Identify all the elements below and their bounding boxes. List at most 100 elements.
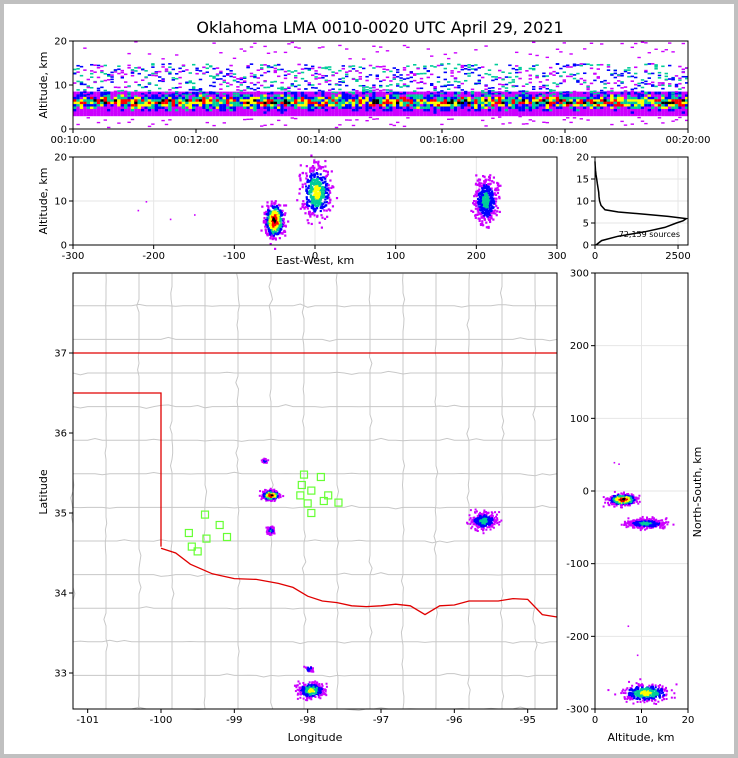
density-cell — [542, 94, 546, 97]
density-cell — [168, 71, 172, 74]
density-cell — [399, 113, 403, 117]
density-cell — [226, 98, 230, 102]
density-cell — [287, 86, 291, 89]
density-cell — [273, 214, 276, 217]
density-cell — [195, 103, 199, 107]
density-cell — [617, 94, 621, 97]
density-cell — [440, 123, 444, 126]
density-cell — [164, 96, 169, 100]
density-cell — [267, 212, 270, 216]
density-cell — [419, 98, 424, 102]
density-cell — [284, 212, 287, 215]
density-cell — [623, 86, 628, 88]
density-cell — [668, 101, 672, 105]
density-cell — [440, 63, 444, 65]
density-cell — [685, 77, 689, 80]
density-cell — [406, 103, 410, 107]
density-cell — [164, 108, 169, 112]
density-cell — [474, 207, 477, 210]
density-cell — [266, 201, 269, 204]
density-cell — [491, 512, 494, 515]
density-cell — [137, 103, 141, 107]
density-cell — [327, 187, 330, 190]
density-cell — [375, 91, 379, 95]
density-cell — [681, 110, 685, 114]
density-cell — [460, 110, 464, 114]
density-cell — [610, 101, 614, 105]
density-cell — [508, 106, 512, 109]
density-cell — [549, 90, 553, 93]
density-cell — [657, 71, 662, 74]
density-cell — [528, 78, 532, 80]
density-cell — [479, 222, 483, 226]
density-cell — [294, 85, 298, 88]
density-cell — [640, 106, 645, 109]
density-cell — [321, 90, 325, 93]
density-cell — [215, 110, 220, 114]
density-cell — [256, 94, 260, 97]
density-cell — [243, 106, 247, 109]
density-cell — [267, 211, 270, 214]
density-cell — [562, 108, 566, 112]
density-cell — [307, 187, 310, 190]
density-cell — [538, 108, 543, 112]
density-cell — [226, 106, 230, 109]
density-cell — [260, 64, 264, 66]
density-cell — [297, 108, 301, 112]
density-cell — [485, 221, 488, 224]
density-cell — [215, 108, 220, 112]
density-cell — [273, 70, 277, 72]
density-cell — [345, 119, 349, 121]
density-cell — [478, 181, 481, 184]
density-cell — [490, 187, 493, 190]
density-cell — [484, 519, 487, 522]
density-cell — [219, 72, 223, 74]
density-cell — [681, 103, 685, 107]
density-cell — [485, 197, 488, 200]
density-cell — [600, 89, 604, 92]
density-cell — [600, 43, 604, 45]
density-cell — [219, 110, 223, 114]
density-cell — [681, 101, 685, 105]
density-cell — [348, 106, 352, 109]
density-cell — [426, 92, 430, 95]
density-cell — [482, 532, 485, 535]
density-cell — [482, 529, 485, 532]
density-cell — [311, 174, 314, 177]
density-cell — [315, 197, 318, 200]
county-line — [368, 273, 373, 709]
density-cell — [535, 106, 539, 109]
density-cell — [265, 213, 268, 216]
density-cell — [385, 98, 390, 102]
density-cell — [484, 85, 488, 87]
density-cell — [239, 98, 243, 102]
density-cell — [265, 233, 269, 236]
density-cell — [488, 194, 491, 197]
density-cell — [271, 231, 275, 234]
density-cell — [657, 74, 662, 77]
density-cell — [620, 82, 624, 84]
density-cell — [593, 108, 597, 112]
density-cell — [300, 110, 305, 114]
density-cell — [389, 80, 393, 82]
density-cell — [265, 210, 268, 213]
density-cell — [483, 183, 486, 186]
density-cell — [321, 166, 325, 169]
density-cell — [328, 201, 332, 204]
density-cell — [305, 189, 308, 192]
density-cell — [419, 87, 424, 90]
density-cell — [141, 106, 145, 109]
density-cell — [640, 108, 645, 112]
density-cell — [283, 74, 288, 77]
density-cell — [161, 79, 165, 82]
density-cell — [198, 98, 203, 102]
density-cell — [475, 192, 478, 195]
density-cell — [409, 103, 413, 107]
density-cell — [127, 121, 131, 124]
density-cell — [266, 234, 269, 237]
density-cell — [610, 106, 614, 109]
density-cell — [402, 96, 407, 100]
density-cell — [630, 106, 634, 109]
density-cell — [664, 96, 668, 100]
density-cell — [270, 490, 273, 493]
